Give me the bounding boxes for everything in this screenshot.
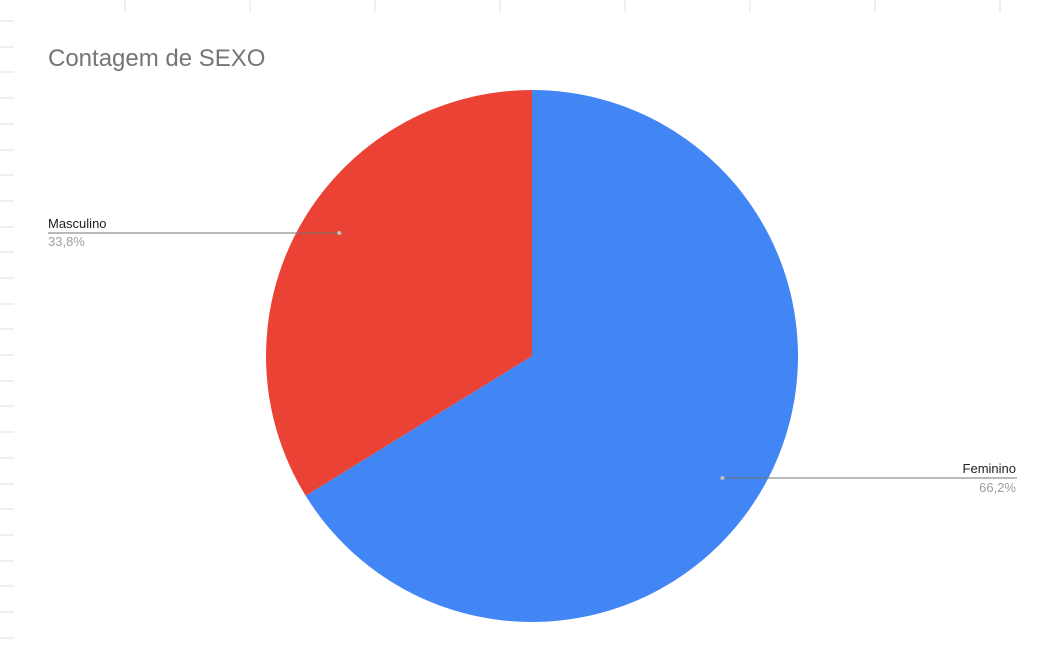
pie-slice-masculino[interactable] bbox=[266, 90, 532, 496]
chart-title: Contagem de SEXO bbox=[48, 45, 265, 72]
slice-label-feminino: Feminino bbox=[963, 461, 1016, 476]
slice-percent-masculino: 33,8% bbox=[48, 234, 85, 249]
leader-dot-masculino bbox=[337, 231, 342, 235]
pie-slice-feminino[interactable] bbox=[305, 90, 798, 623]
slice-label-masculino: Masculino bbox=[48, 216, 107, 231]
slice-labels: Feminino 66,2% Masculino 33,8% bbox=[48, 216, 1017, 495]
pie-slices bbox=[266, 90, 798, 623]
slice-percent-feminino: 66,2% bbox=[979, 480, 1016, 495]
leader-dot-feminino bbox=[720, 476, 725, 480]
